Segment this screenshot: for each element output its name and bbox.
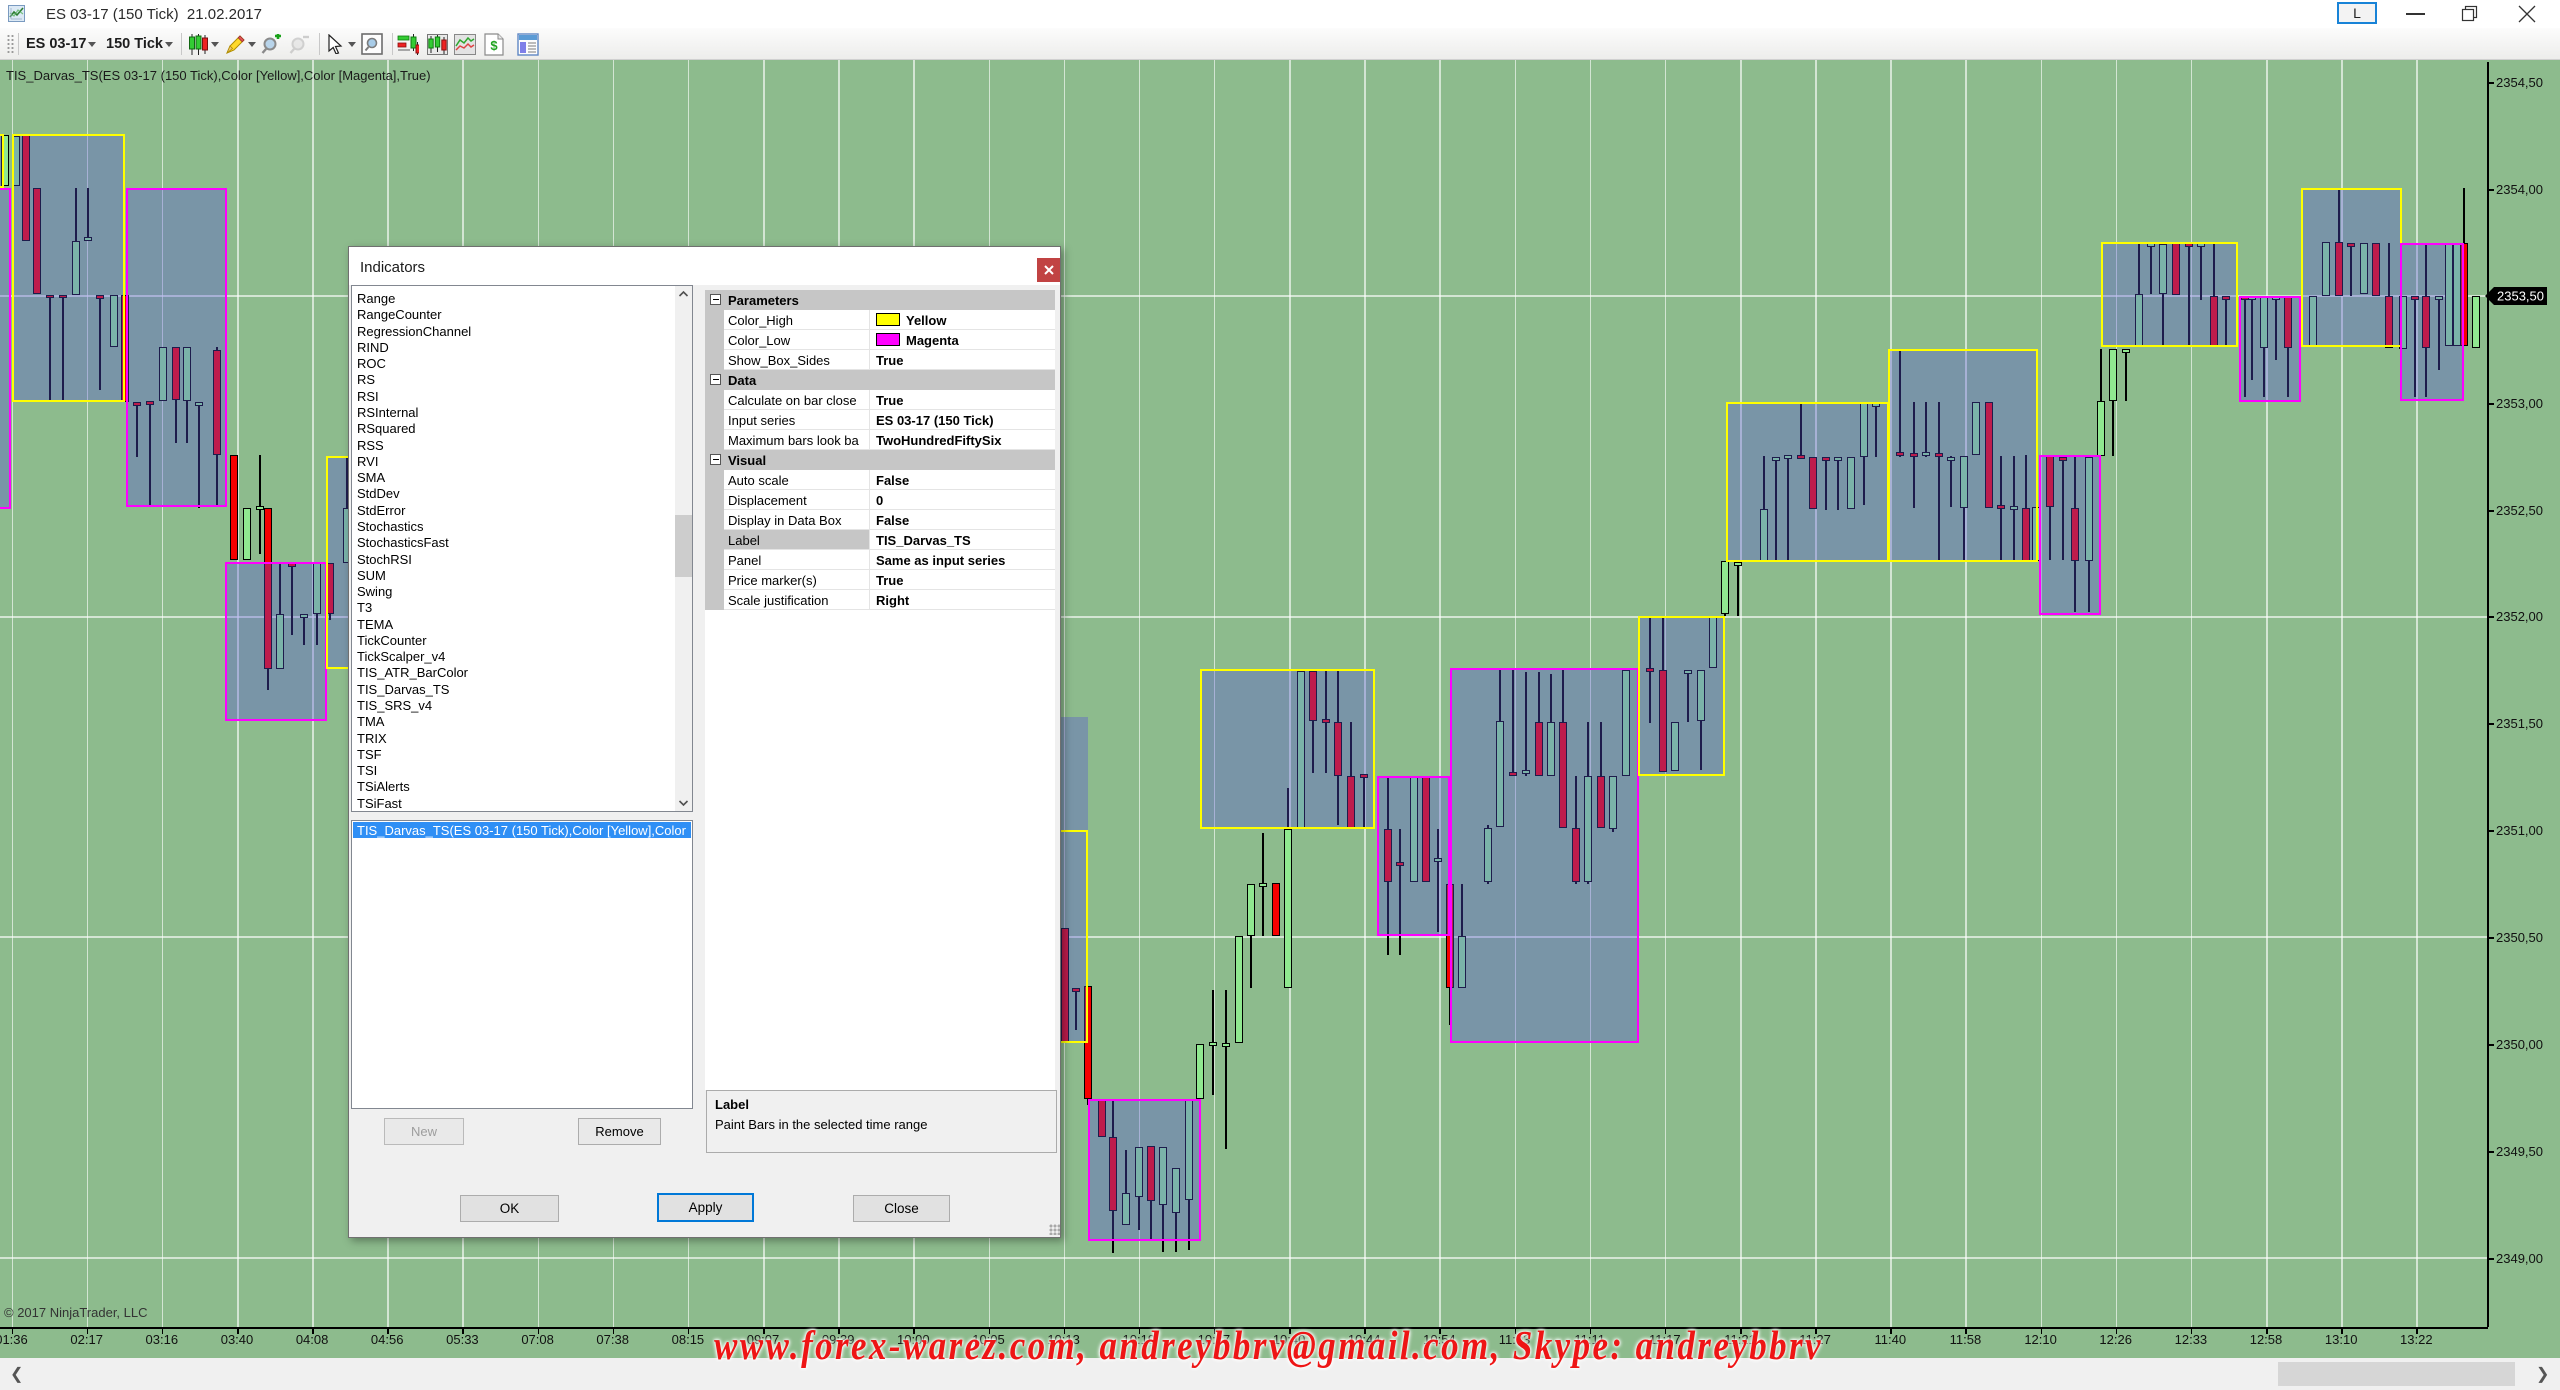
svg-text:$: $ — [490, 38, 498, 53]
svg-text:2353,50: 2353,50 — [2497, 289, 2544, 304]
